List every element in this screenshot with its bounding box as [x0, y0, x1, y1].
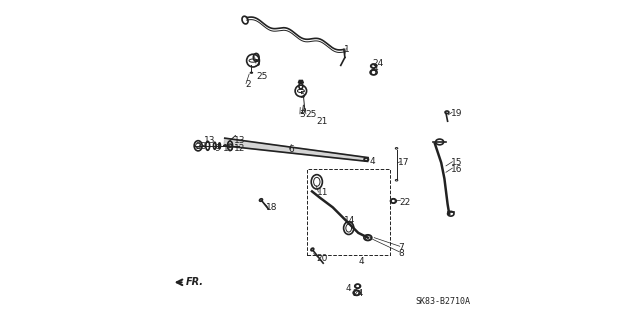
Text: 11: 11	[317, 189, 328, 197]
Text: FR.: FR.	[186, 277, 204, 287]
Text: 4: 4	[369, 157, 375, 166]
Text: 22: 22	[400, 198, 411, 207]
Text: 21: 21	[317, 117, 328, 126]
Text: 4: 4	[358, 257, 364, 266]
Text: 12: 12	[234, 144, 245, 153]
Text: 4: 4	[372, 64, 378, 73]
Text: 25: 25	[306, 110, 317, 119]
Polygon shape	[224, 138, 368, 161]
Text: 20: 20	[317, 254, 328, 263]
Text: 25: 25	[256, 72, 268, 81]
Text: SK83-B2710A: SK83-B2710A	[415, 297, 470, 306]
Text: 13: 13	[234, 136, 245, 145]
Polygon shape	[298, 80, 303, 83]
Text: 4: 4	[346, 284, 351, 293]
Text: 9: 9	[215, 144, 220, 153]
Text: 18: 18	[266, 203, 277, 212]
Text: 23: 23	[196, 142, 207, 151]
Text: 14: 14	[344, 216, 355, 225]
Text: 19: 19	[451, 109, 462, 118]
Text: 10: 10	[223, 144, 234, 153]
Text: 5: 5	[300, 91, 305, 100]
Text: 1: 1	[344, 45, 349, 54]
Text: 24: 24	[372, 59, 384, 68]
Text: 7: 7	[398, 243, 404, 252]
Text: 24: 24	[352, 289, 363, 298]
Text: 3: 3	[300, 110, 305, 119]
Text: 16: 16	[451, 165, 462, 174]
Text: 8: 8	[398, 249, 404, 258]
Text: 15: 15	[451, 158, 462, 167]
Text: 13: 13	[204, 136, 215, 145]
Text: 17: 17	[398, 158, 410, 167]
Text: 2: 2	[245, 80, 251, 89]
Text: 6: 6	[288, 145, 294, 154]
Text: 5: 5	[255, 59, 260, 68]
